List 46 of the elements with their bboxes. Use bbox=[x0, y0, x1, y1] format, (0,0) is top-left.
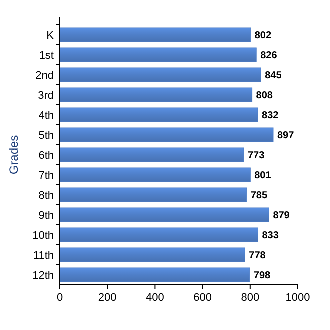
y-tick-label: 8th bbox=[38, 190, 54, 202]
data-label: 845 bbox=[265, 70, 282, 82]
y-tick-label: 12th bbox=[32, 270, 54, 282]
x-tick-label: 400 bbox=[146, 292, 164, 304]
x-tick-label: 800 bbox=[241, 292, 260, 304]
data-label: 808 bbox=[256, 90, 274, 102]
data-label: 785 bbox=[250, 190, 268, 202]
bar bbox=[60, 28, 252, 42]
bar bbox=[60, 148, 244, 162]
bar bbox=[60, 128, 274, 142]
data-label: 801 bbox=[254, 170, 272, 182]
x-tick-label: 1000 bbox=[286, 292, 310, 304]
y-tick-label: 6th bbox=[38, 150, 54, 162]
y-tick-label: 11th bbox=[33, 250, 54, 262]
bar bbox=[60, 268, 250, 282]
bar bbox=[60, 228, 259, 242]
data-label: 833 bbox=[262, 230, 280, 242]
bar bbox=[60, 88, 253, 102]
data-label: 879 bbox=[273, 210, 290, 222]
bar bbox=[60, 108, 258, 122]
y-tick-label: 3rd bbox=[38, 90, 54, 102]
y-tick-label: 4th bbox=[38, 110, 54, 122]
x-tick-label: 0 bbox=[56, 292, 64, 304]
x-tick-label: 200 bbox=[98, 292, 117, 304]
y-tick-label: K bbox=[46, 30, 55, 42]
y-tick-label: 7th bbox=[38, 170, 54, 182]
data-label: 798 bbox=[254, 270, 272, 282]
y-tick-label: 5th bbox=[38, 130, 54, 142]
x-tick-label: 600 bbox=[194, 292, 212, 304]
y-tick-label: 9th bbox=[38, 210, 54, 222]
bar bbox=[60, 248, 246, 262]
y-tick-label: 1st bbox=[39, 50, 54, 62]
y-axis-title: Grades bbox=[7, 135, 21, 175]
data-label: 826 bbox=[260, 50, 278, 62]
bar bbox=[60, 188, 248, 202]
data-label: 832 bbox=[262, 110, 280, 122]
data-label: 897 bbox=[277, 130, 295, 142]
bar bbox=[60, 208, 270, 222]
y-tick-label: 10th bbox=[32, 230, 54, 242]
bar bbox=[60, 48, 257, 62]
data-label: 778 bbox=[249, 250, 266, 262]
data-label: 773 bbox=[248, 150, 266, 162]
bar bbox=[60, 168, 251, 182]
data-label: 802 bbox=[254, 30, 272, 42]
y-tick-label: 2nd bbox=[36, 70, 54, 82]
bar bbox=[60, 68, 262, 82]
